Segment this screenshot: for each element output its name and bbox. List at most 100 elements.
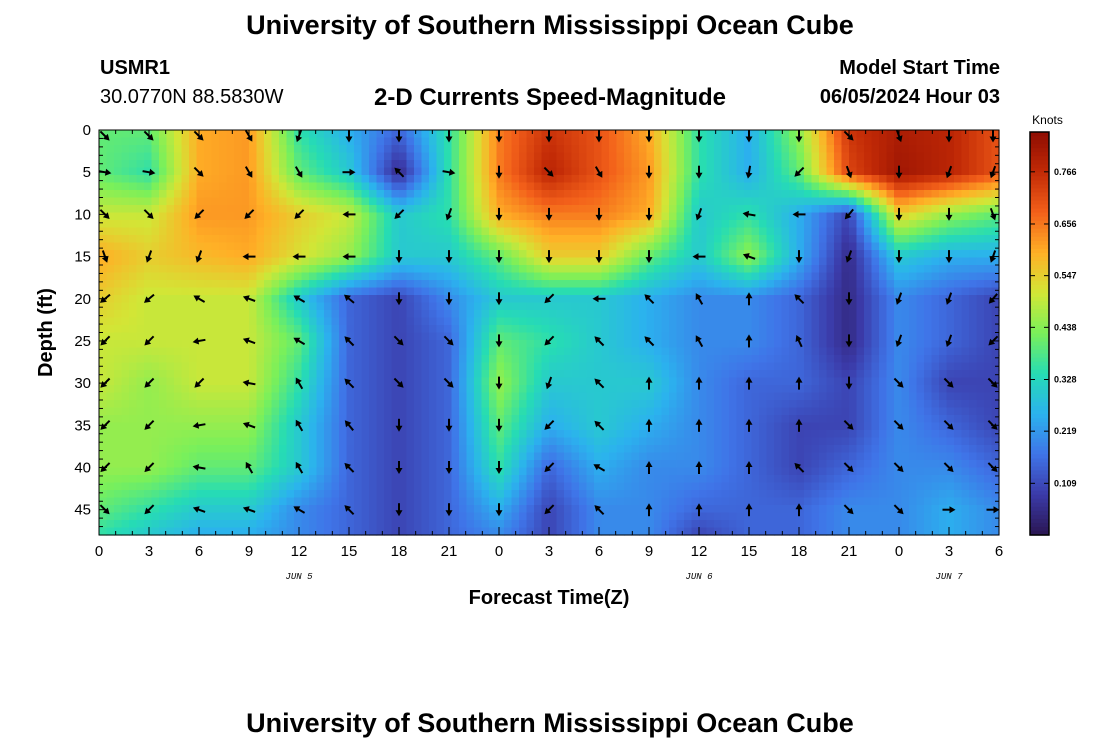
heatmap-cell — [459, 235, 468, 244]
heatmap-cell — [781, 407, 790, 416]
heatmap-cell — [669, 220, 678, 229]
heatmap-cell — [151, 227, 160, 236]
heatmap-cell — [571, 130, 580, 139]
heatmap-cell — [114, 227, 123, 236]
heatmap-cell — [136, 325, 145, 334]
heatmap-cell — [189, 182, 198, 191]
heatmap-cell — [181, 370, 190, 379]
heatmap-cell — [519, 197, 528, 206]
heatmap-cell — [279, 130, 288, 139]
heatmap-cell — [121, 227, 130, 236]
heatmap-cell — [594, 242, 603, 251]
heatmap-cell — [466, 145, 475, 154]
heatmap-cell — [189, 160, 198, 169]
heatmap-cell — [489, 197, 498, 206]
heatmap-cell — [691, 212, 700, 221]
heatmap-cell — [241, 145, 250, 154]
heatmap-cell — [886, 182, 895, 191]
heatmap-cell — [969, 175, 978, 184]
heatmap-cell — [781, 325, 790, 334]
heatmap-cell — [759, 385, 768, 394]
heatmap-cell — [399, 430, 408, 439]
heatmap-cell — [714, 332, 723, 341]
heatmap-cell — [279, 137, 288, 146]
heatmap-cell — [721, 310, 730, 319]
heatmap-cell — [684, 310, 693, 319]
heatmap-cell — [631, 280, 640, 289]
heatmap-cell — [294, 385, 303, 394]
heatmap-cell — [624, 212, 633, 221]
heatmap-cell — [151, 415, 160, 424]
heatmap-cell — [129, 302, 138, 311]
heatmap-cell — [444, 152, 453, 161]
heatmap-cell — [586, 370, 595, 379]
heatmap-cell — [159, 220, 168, 229]
heatmap-cell — [414, 355, 423, 364]
heatmap-cell — [121, 175, 130, 184]
heatmap-cell — [369, 272, 378, 281]
heatmap-cell — [991, 242, 1000, 251]
heatmap-cell — [286, 385, 295, 394]
heatmap-cell — [924, 340, 933, 349]
heatmap-cell — [646, 332, 655, 341]
heatmap-cell — [804, 377, 813, 386]
heatmap-cell — [969, 325, 978, 334]
heatmap-cell — [226, 265, 235, 274]
heatmap-cell — [489, 242, 498, 251]
heatmap-cell — [376, 347, 385, 356]
heatmap-cell — [301, 130, 310, 139]
heatmap-cell — [894, 332, 903, 341]
heatmap-cell — [969, 152, 978, 161]
heatmap-cell — [601, 130, 610, 139]
heatmap-cell — [399, 287, 408, 296]
heatmap-cell — [984, 242, 993, 251]
heatmap-cell — [924, 242, 933, 251]
heatmap-cell — [856, 130, 865, 139]
heatmap-cell — [609, 145, 618, 154]
heatmap-cell — [159, 302, 168, 311]
heatmap-cell — [219, 407, 228, 416]
heatmap-cell — [264, 242, 273, 251]
heatmap-cell — [676, 392, 685, 401]
heatmap-cell — [714, 430, 723, 439]
heatmap-cell — [204, 287, 213, 296]
heatmap-cell — [654, 197, 663, 206]
heatmap-cell — [121, 400, 130, 409]
heatmap-cell — [706, 310, 715, 319]
heatmap-cell — [174, 385, 183, 394]
heatmap-cell — [106, 400, 115, 409]
heatmap-cell — [759, 130, 768, 139]
heatmap-cell — [564, 235, 573, 244]
heatmap-cell — [414, 415, 423, 424]
heatmap-cell — [976, 272, 985, 281]
heatmap-cell — [114, 182, 123, 191]
heatmap-cell — [406, 227, 415, 236]
heatmap-cell — [736, 182, 745, 191]
heatmap-cell — [856, 145, 865, 154]
heatmap-cell — [781, 167, 790, 176]
heatmap-cell — [144, 302, 153, 311]
heatmap-cell — [834, 130, 843, 139]
heatmap-cell — [931, 265, 940, 274]
heatmap-cell — [316, 362, 325, 371]
heatmap-cell — [489, 167, 498, 176]
heatmap-cell — [346, 250, 355, 259]
heatmap-cell — [954, 302, 963, 311]
heatmap-cell — [879, 355, 888, 364]
heatmap-cell — [361, 235, 370, 244]
heatmap-cell — [421, 212, 430, 221]
heatmap-cell — [594, 355, 603, 364]
heatmap-cell — [429, 355, 438, 364]
heatmap-cell — [856, 287, 865, 296]
heatmap-cell — [444, 355, 453, 364]
heatmap-cell — [474, 400, 483, 409]
heatmap-cell — [639, 370, 648, 379]
heatmap-cell — [946, 400, 955, 409]
heatmap-cell — [384, 415, 393, 424]
heatmap-cell — [961, 325, 970, 334]
heatmap-cell — [639, 310, 648, 319]
heatmap-cell — [174, 377, 183, 386]
heatmap-cell — [474, 430, 483, 439]
heatmap-cell — [106, 145, 115, 154]
heatmap-cell — [211, 340, 220, 349]
